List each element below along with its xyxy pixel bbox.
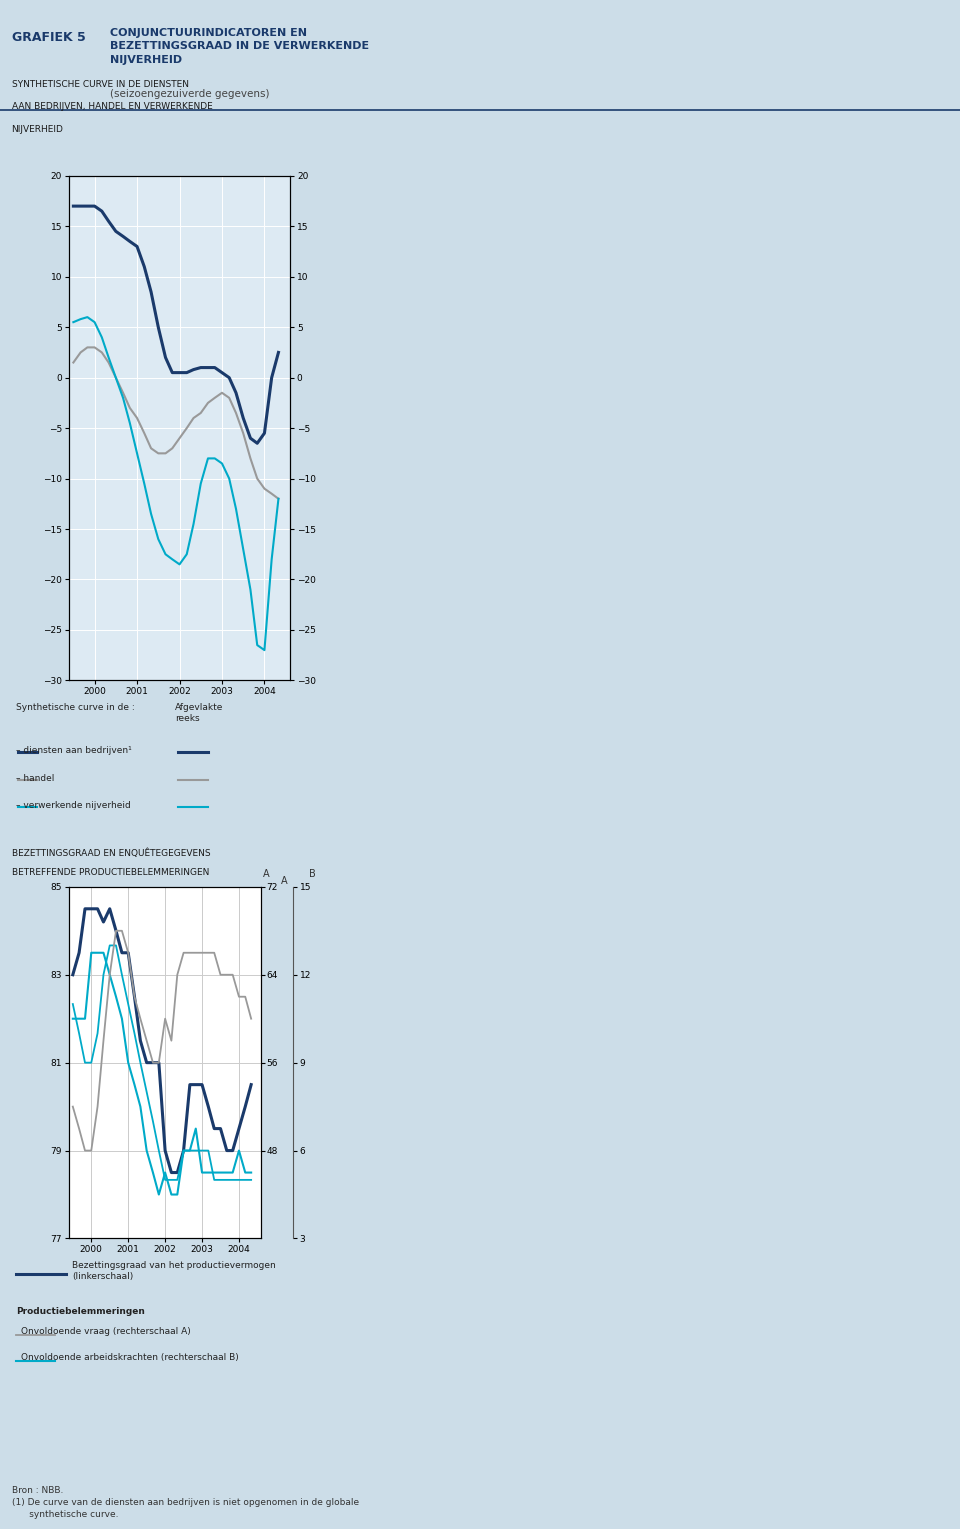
Text: Bron : NBB.: Bron : NBB. <box>12 1486 63 1495</box>
Text: CONJUNCTUURINDICATOREN EN
BEZETTINGSGRAAD IN DE VERWERKENDE
NIJVERHEID: CONJUNCTUURINDICATOREN EN BEZETTINGSGRAA… <box>110 28 370 64</box>
Text: B: B <box>309 868 316 879</box>
Y-axis label: A: A <box>281 876 287 887</box>
Text: SYNTHETISCHE CURVE IN DE DIENSTEN: SYNTHETISCHE CURVE IN DE DIENSTEN <box>12 80 188 89</box>
Text: Onvoldoende arbeidskrachten (rechterschaal B): Onvoldoende arbeidskrachten (rechterscha… <box>21 1353 239 1362</box>
Text: Productiebelemmeringen: Productiebelemmeringen <box>16 1307 145 1316</box>
Text: BETREFFENDE PRODUCTIEBELEMMERINGEN: BETREFFENDE PRODUCTIEBELEMMERINGEN <box>12 868 209 878</box>
Text: Afgevlakte
reeks: Afgevlakte reeks <box>175 703 223 723</box>
Text: (1) De curve van de diensten aan bedrijven is niet opgenomen in de globale
     : (1) De curve van de diensten aan bedrijv… <box>12 1498 359 1518</box>
Text: – verwerkende nijverheid: – verwerkende nijverheid <box>16 801 132 810</box>
Text: GRAFIEK 5: GRAFIEK 5 <box>12 31 85 44</box>
Text: Synthetische curve in de :: Synthetische curve in de : <box>16 703 135 713</box>
Text: A: A <box>263 868 270 879</box>
Text: Onvoldoende vraag (rechterschaal A): Onvoldoende vraag (rechterschaal A) <box>21 1327 191 1336</box>
Text: AAN BEDRIJVEN, HANDEL EN VERWERKENDE: AAN BEDRIJVEN, HANDEL EN VERWERKENDE <box>12 102 212 112</box>
Text: – diensten aan bedrijven¹: – diensten aan bedrijven¹ <box>16 746 132 755</box>
Text: NIJVERHEID: NIJVERHEID <box>12 125 63 135</box>
Text: BEZETTINGSGRAAD EN ENQUÊTEGEGEVENS: BEZETTINGSGRAAD EN ENQUÊTEGEGEVENS <box>12 849 210 858</box>
Text: (seizoengezuiverde gegevens): (seizoengezuiverde gegevens) <box>110 89 270 99</box>
Text: Bezettingsgraad van het productievermogen
(linkerschaal): Bezettingsgraad van het productievermoge… <box>72 1261 276 1281</box>
Text: – handel: – handel <box>16 774 55 783</box>
